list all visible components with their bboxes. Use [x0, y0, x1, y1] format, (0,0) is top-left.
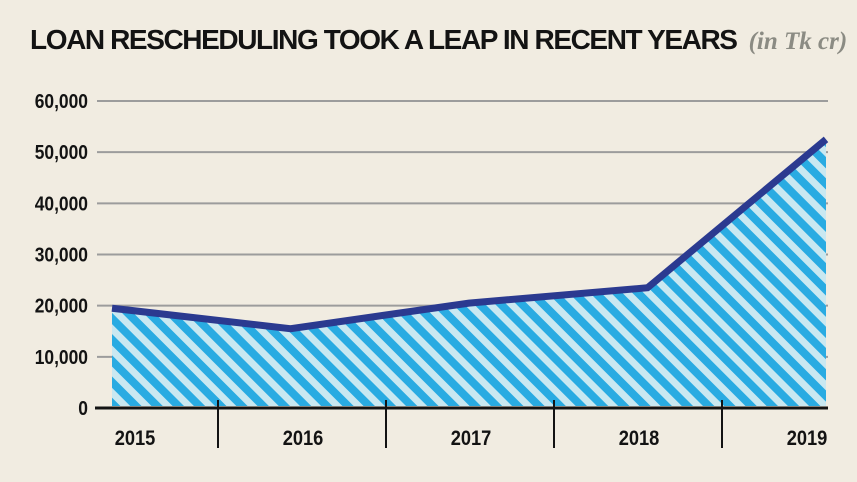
y-axis-label: 40,000 — [35, 193, 88, 216]
chart-header: LOAN RESCHEDULING TOOK A LEAP IN RECENT … — [30, 24, 848, 55]
x-axis-label: 2016 — [283, 427, 324, 451]
y-axis-label: 0 — [78, 398, 88, 421]
y-axis-label: 30,000 — [35, 244, 88, 267]
chart-unit-label: (in Tk cr) — [748, 28, 848, 55]
y-axis-label: 20,000 — [35, 295, 88, 318]
x-axis-label: 2018 — [619, 427, 660, 451]
x-axis-label: 2017 — [451, 427, 492, 451]
x-axis-label: 2019 — [787, 427, 828, 451]
chart-title: LOAN RESCHEDULING TOOK A LEAP IN RECENT … — [30, 24, 738, 55]
y-axis-label: 10,000 — [35, 347, 88, 370]
area-fill — [112, 139, 826, 406]
y-axis-label: 50,000 — [35, 142, 88, 165]
y-axis-label: 60,000 — [35, 91, 88, 114]
trend-line — [111, 136, 829, 333]
x-axis-label: 2015 — [115, 427, 156, 451]
